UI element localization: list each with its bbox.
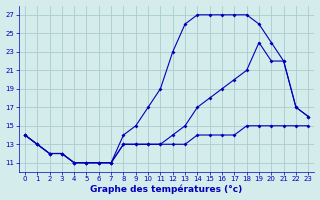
X-axis label: Graphe des températures (°c): Graphe des températures (°c) (91, 185, 243, 194)
